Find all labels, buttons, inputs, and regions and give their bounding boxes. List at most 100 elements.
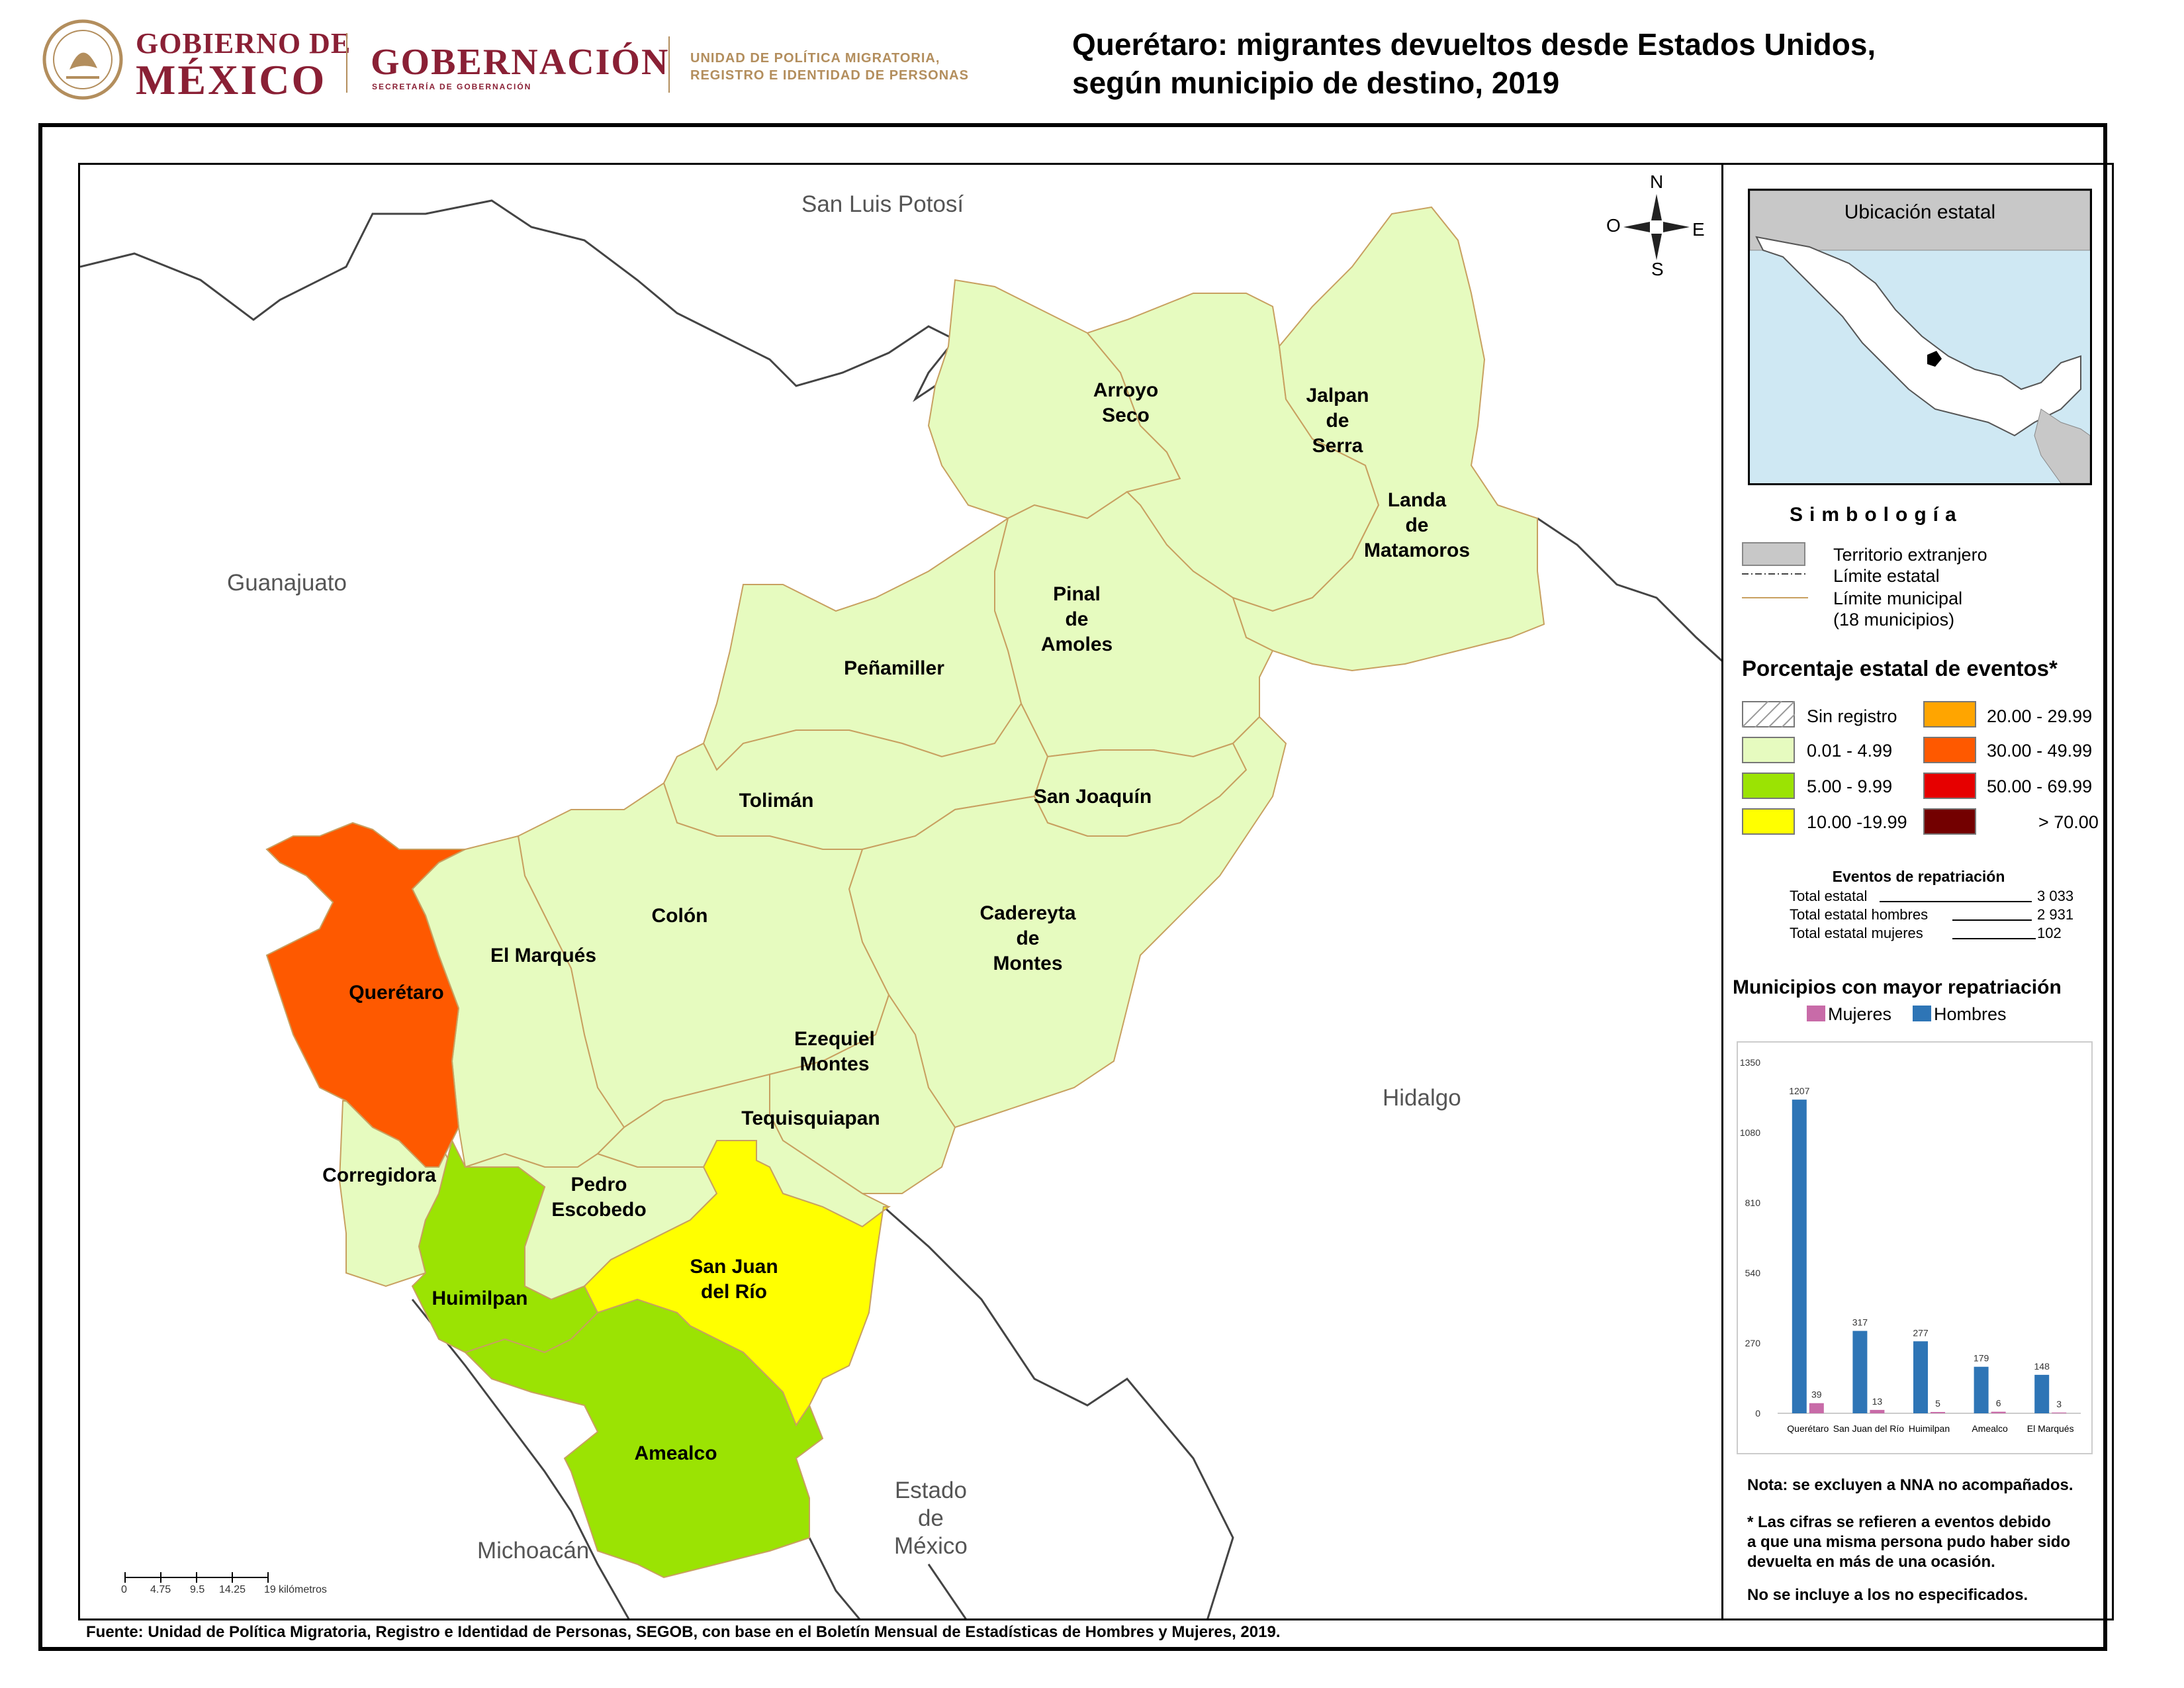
swatch-class-6 — [1923, 773, 1976, 799]
chart-area: 0 270 540 810 1080 1350 1207 39 Querétaro 317 13 Sa… — [1737, 1041, 2093, 1454]
municipal-limit-line — [1742, 597, 1808, 598]
bar-mujeres — [1809, 1403, 1824, 1413]
category-label: El Marqués — [2027, 1423, 2074, 1434]
state-label-hidalgo: Hidalgo — [1383, 1085, 1461, 1111]
swatch-sin-registro — [1742, 701, 1795, 727]
label-penamiller: Peñamiller — [844, 657, 944, 679]
data-label-mujeres: 39 — [1811, 1389, 1822, 1400]
label-ezequiel: Ezequiel Montes — [794, 1028, 875, 1075]
state-label-san-luis-potosi: San Luis Potosí — [801, 191, 964, 217]
events-title: Eventos de repatriación — [1832, 868, 2005, 885]
y-tick-label: 1080 — [1740, 1127, 1760, 1138]
legend-municipal-limit: Límite municipal — [1833, 588, 1963, 608]
events-men-value: 2 931 — [2037, 906, 2074, 923]
label-san-joaquin: San Joaquín — [1033, 786, 1152, 808]
class-label-sin-registro: Sin registro — [1807, 706, 1897, 726]
data-label-hombres: 179 — [1974, 1353, 1989, 1364]
region-amealco — [464, 1298, 824, 1579]
simbologia-title: Simbología — [1790, 504, 1963, 526]
class-label-7: > 70.00 — [2038, 812, 2099, 832]
swatch-class-4 — [1923, 701, 1976, 727]
logo-upm-line2: REGISTRO E IDENTIDAD DE PERSONAS — [690, 68, 969, 83]
events-total-value: 3 033 — [2037, 888, 2074, 904]
legend-foreign: Territorio extranjero — [1833, 545, 1987, 565]
state-label-estado-de-mexico: Estado de México — [894, 1477, 968, 1559]
compass-e: E — [1692, 219, 1705, 240]
title-line2: según municipio de destino, 2019 — [1072, 66, 1560, 100]
label-huimilpan: Huimilpan — [432, 1288, 528, 1309]
events-women-label: Total estatal mujeres — [1790, 925, 1923, 941]
label-pedro-escobedo: Pedro Escobedo — [551, 1174, 647, 1221]
data-label-mujeres: 3 — [2056, 1399, 2062, 1409]
chart-title: Municipios con mayor repatriación — [1733, 976, 2062, 998]
state-limit-mich — [411, 1299, 630, 1618]
category-label: Huimilpan — [1909, 1423, 1950, 1434]
label-amealco: Amealco — [634, 1442, 717, 1464]
legend-state-limit: Límite estatal — [1833, 566, 1940, 586]
events-leader-3 — [1952, 938, 2036, 939]
data-label-hombres: 148 — [2034, 1361, 2050, 1372]
label-queretaro: Querétaro — [349, 982, 444, 1004]
y-tick-label: 810 — [1745, 1197, 1761, 1208]
class-label-3: 10.00 -19.99 — [1807, 812, 1907, 832]
y-tick-label: 270 — [1745, 1338, 1761, 1348]
data-label-mujeres: 13 — [1872, 1396, 1883, 1407]
label-arroyo-seco: Arroyo Seco — [1093, 379, 1159, 426]
events-men-label: Total estatal hombres — [1790, 906, 1929, 923]
note-events: * Las cifras se refieren a eventos debid… — [1747, 1513, 2071, 1571]
note-nna: Nota: se excluyen a NNA no acompañados. — [1747, 1476, 2073, 1494]
state-limit-line — [1742, 573, 1808, 575]
legend-panel: Ubicación estatal Simbología Territorio … — [1723, 163, 2114, 1620]
swatch-class-7 — [1923, 808, 1976, 835]
class-label-4: 20.00 - 29.99 — [1987, 706, 2093, 726]
category-label: Querétaro — [1787, 1423, 1829, 1434]
queretaro-location-marker — [1927, 351, 1942, 367]
label-pinal: Pinal de Amoles — [1040, 583, 1113, 655]
swatch-class-5 — [1923, 737, 1976, 763]
label-landa: Landa de Matamoros — [1363, 489, 1471, 561]
state-limit-hidalgo — [1537, 517, 1721, 662]
chart-legend-women: Mujeres — [1828, 1004, 1892, 1024]
logo-gobierno-line1: GOBIERNO DE — [136, 27, 351, 60]
outer-frame — [38, 123, 2107, 1651]
compass-o: O — [1606, 215, 1621, 236]
label-toliman: Tolimán — [739, 790, 814, 812]
logo-upm: UNIDAD DE POLÍTICA MIGRATORIA, REGISTRO … — [690, 50, 969, 84]
header: GOBIERNO DE MÉXICO GOBERNACIÓN SECRETARÍ… — [0, 0, 2184, 119]
inset-map: Ubicación estatal — [1748, 189, 2092, 485]
header-divider — [346, 33, 347, 93]
header-divider — [668, 36, 670, 93]
swatch-class-2 — [1742, 773, 1795, 799]
state-limit-slp — [80, 199, 957, 402]
events-total-label: Total estatal — [1790, 888, 1868, 904]
state-label-michoacan: Michoacán — [477, 1538, 590, 1564]
data-label-hombres: 317 — [1852, 1317, 1868, 1328]
state-limit-hidalgo2 — [883, 1205, 1234, 1618]
data-label-mujeres: 5 — [1935, 1398, 1940, 1409]
source-note: Fuente: Unidad de Política Migratoria, R… — [86, 1623, 1281, 1641]
map-panel: San Luis Potosí Guanajuato Hidalgo Micho… — [78, 163, 1723, 1620]
region-landa — [1232, 206, 1545, 672]
state-limit-mex — [808, 1537, 860, 1618]
chart-legend-women-swatch — [1807, 1006, 1825, 1021]
label-jalpan: Jalpan de Serra — [1306, 385, 1369, 457]
y-tick-label: 1350 — [1740, 1057, 1760, 1068]
mexico-outline — [1755, 236, 2081, 437]
state-limit-mex2 — [927, 1564, 967, 1618]
scale-unit: kilómetros — [279, 1584, 327, 1595]
data-label-hombres: 277 — [1913, 1327, 1929, 1338]
y-tick-label: 0 — [1755, 1408, 1760, 1419]
events-leader-2 — [1952, 919, 2032, 921]
bar-hombres — [1974, 1366, 1989, 1413]
inset-title: Ubicación estatal — [1844, 201, 1996, 223]
compass-rose-icon — [1623, 194, 1690, 260]
events-leader-1 — [1880, 901, 2032, 902]
foreign-swatch — [1742, 542, 1805, 566]
title-line1: Querétaro: migrantes devueltos desde Est… — [1072, 27, 1876, 62]
region-queretaro — [265, 821, 466, 1168]
label-san-juan-del-rio: San Juan del Río — [690, 1256, 778, 1303]
coat-of-arms-icon — [42, 19, 123, 100]
scale-bar — [124, 1572, 269, 1583]
y-tick-label: 540 — [1745, 1268, 1761, 1278]
label-el-marques: El Marqués — [490, 945, 597, 966]
